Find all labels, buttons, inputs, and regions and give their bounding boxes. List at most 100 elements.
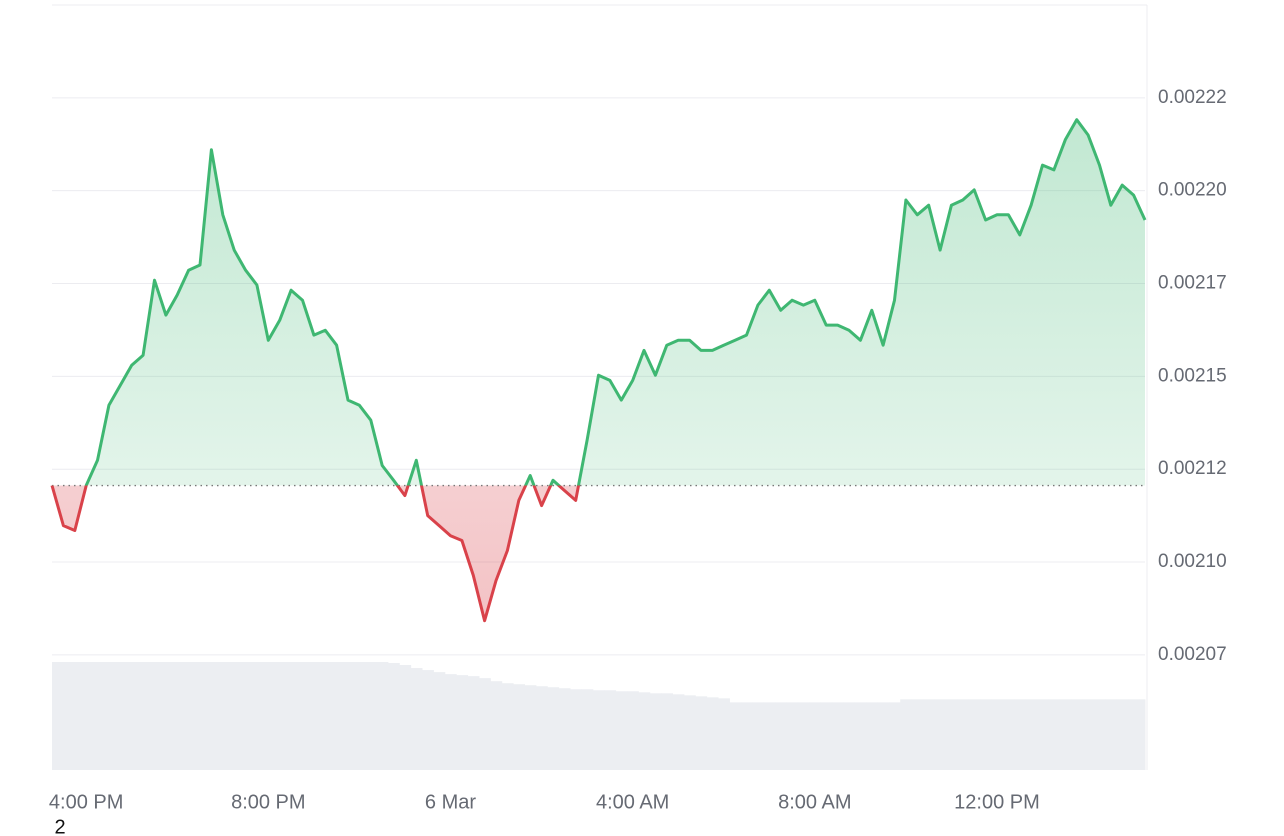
volume-bar	[820, 702, 833, 770]
volume-bar	[422, 670, 434, 770]
volume-bar	[285, 662, 298, 770]
volume-bar	[433, 672, 446, 770]
volume-bar	[399, 665, 412, 770]
volume-bar	[114, 662, 127, 770]
volume-bar	[251, 662, 264, 770]
volume-bar	[148, 662, 161, 770]
x-tick-label: 4:00 PM	[49, 791, 123, 813]
volume-bar	[672, 694, 685, 770]
volume-bar	[524, 685, 537, 770]
volume-bar	[1105, 699, 1118, 770]
footer-text: 2	[54, 816, 65, 836]
volume-bar	[308, 662, 321, 770]
volume-bar	[182, 662, 195, 770]
volume-bar	[490, 681, 503, 770]
volume-bar	[501, 683, 514, 770]
volume-bar	[604, 690, 617, 770]
x-tick-label: 8:00 PM	[231, 791, 305, 813]
volume-bar	[387, 663, 400, 770]
volume-bar	[217, 662, 229, 770]
volume-bar	[205, 662, 218, 770]
volume-bar	[991, 699, 1004, 770]
volume-bar	[535, 686, 548, 770]
volume-bar	[831, 702, 844, 770]
volume-bar	[592, 690, 605, 770]
volume-bar	[353, 662, 366, 770]
volume-bar	[194, 662, 207, 770]
volume-bar	[581, 689, 594, 770]
volume-bar	[683, 695, 696, 770]
volume-bar	[900, 699, 913, 770]
volume-bar	[478, 678, 491, 770]
volume-bar	[979, 699, 992, 770]
x-tick-label: 12:00 PM	[954, 791, 1040, 813]
volume-bar	[1127, 699, 1140, 770]
volume-bar	[1059, 699, 1072, 770]
volume-bar	[1093, 699, 1106, 770]
volume-bar	[888, 702, 901, 770]
volume-bar	[843, 702, 856, 770]
volume-bar	[945, 699, 958, 770]
volume-bar	[330, 662, 343, 770]
volume-bar	[91, 662, 104, 770]
volume-bar	[57, 662, 70, 770]
volume-bar	[809, 702, 822, 770]
volume-bar	[911, 699, 924, 770]
y-tick-label: 0.00207	[1158, 644, 1227, 665]
volume-bar	[1002, 699, 1015, 770]
volume-bar	[126, 662, 138, 770]
volume-bar	[228, 662, 241, 770]
volume-bar	[467, 676, 480, 770]
volume-bar	[570, 689, 582, 770]
volume-bar	[922, 699, 935, 770]
volume-bar	[319, 662, 332, 770]
volume-bar	[274, 662, 286, 770]
volume-bar	[957, 699, 970, 770]
volume-bar	[103, 662, 116, 770]
area-up	[52, 119, 1145, 486]
volume-bar	[80, 662, 93, 770]
volume-bar	[171, 662, 184, 770]
volume-bar	[456, 675, 469, 770]
volume-bar	[547, 687, 560, 770]
y-tick-label: 0.00215	[1158, 365, 1227, 386]
y-tick-label: 0.00217	[1158, 273, 1227, 294]
volume-bar	[1036, 699, 1049, 770]
y-tick-label: 0.00210	[1158, 551, 1227, 572]
volume-bar	[774, 702, 787, 770]
volume-bar	[1116, 699, 1129, 770]
volume-bar	[661, 693, 674, 770]
volume-bar	[638, 692, 651, 770]
x-tick-label: 4:00 AM	[596, 791, 669, 813]
volume-bar	[968, 699, 981, 770]
volume-bar	[615, 691, 628, 770]
volume-bar	[763, 702, 776, 770]
volume-bar	[786, 702, 799, 770]
volume-bar	[797, 702, 810, 770]
volume-bar	[410, 668, 423, 770]
volume-bar	[706, 697, 719, 770]
volume-bar	[695, 696, 708, 770]
y-tick-label: 0.00220	[1158, 180, 1227, 201]
x-tick-label: 6 Mar	[425, 791, 476, 813]
volume-bar	[262, 662, 275, 770]
volume-bar	[296, 662, 309, 770]
volume-bar	[1082, 699, 1095, 770]
volume-bar	[376, 662, 389, 770]
volume-bar	[1014, 699, 1026, 770]
x-tick-label: 8:00 AM	[778, 791, 851, 813]
volume-bar	[729, 702, 742, 770]
volume-bar	[854, 702, 867, 770]
volume-bar	[1070, 699, 1083, 770]
volume-bar	[752, 702, 765, 770]
volume-bar	[1048, 699, 1061, 770]
volume-bar	[444, 674, 457, 770]
volume-bar	[137, 662, 150, 770]
volume-bar	[69, 662, 81, 770]
y-tick-label: 0.00222	[1158, 87, 1227, 108]
volume-bar	[934, 699, 947, 770]
volume-bar	[1139, 699, 1146, 770]
volume-bar	[342, 662, 355, 770]
volume-bar	[877, 702, 890, 770]
